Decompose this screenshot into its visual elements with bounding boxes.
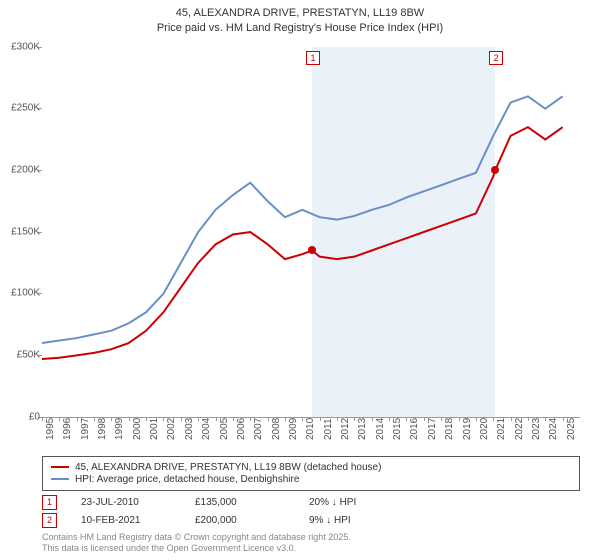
x-axis-label: 2002 [166,418,177,440]
x-axis-label: 2003 [184,418,195,440]
x-axis-label: 2008 [271,418,282,440]
legend-label: 45, ALEXANDRA DRIVE, PRESTATYN, LL19 8BW… [75,462,381,473]
event-marker-box: 2 [489,51,503,65]
x-axis-label: 2020 [479,418,490,440]
x-axis-label: 2024 [548,418,559,440]
x-axis-label: 1999 [114,418,125,440]
x-axis-label: 2011 [323,418,334,440]
footer-line2: This data is licensed under the Open Gov… [42,543,580,555]
event-date: 10-FEB-2021 [81,515,171,526]
event-dot [491,166,499,174]
x-axis-label: 2013 [357,418,368,440]
x-axis-label: 2006 [236,418,247,440]
x-axis-label: 1998 [97,418,108,440]
legend-row: HPI: Average price, detached house, Denb… [51,474,571,485]
y-axis-label: £300K [0,41,40,52]
x-axis-label: 1996 [62,418,73,440]
x-axis-label: 2007 [253,418,264,440]
line-chart: £0£50K£100K£150K£200K£250K£300K199519961… [42,47,580,418]
x-axis-label: 2005 [219,418,230,440]
x-axis-label: 2017 [427,418,438,440]
x-axis-label: 2016 [409,418,420,440]
x-axis-label: 2021 [496,418,507,440]
x-axis-label: 2012 [340,418,351,440]
legend: 45, ALEXANDRA DRIVE, PRESTATYN, LL19 8BW… [42,456,580,491]
event-number-box: 1 [42,495,57,510]
x-axis-label: 2009 [288,418,299,440]
event-date: 23-JUL-2010 [81,497,171,508]
y-axis-label: £0 [0,411,40,422]
x-axis-label: 2018 [444,418,455,440]
x-axis-label: 2019 [462,418,473,440]
event-delta: 9% ↓ HPI [309,515,399,526]
x-axis-label: 2000 [132,418,143,440]
footer-attribution: Contains HM Land Registry data © Crown c… [42,532,580,555]
x-axis-label: 2025 [566,418,577,440]
legend-swatch [51,466,69,468]
y-axis-label: £200K [0,165,40,176]
x-axis-label: 2022 [514,418,525,440]
event-price: £135,000 [195,497,285,508]
series-hpi [42,96,563,343]
x-axis-label: 2014 [375,418,386,440]
x-axis-label: 1997 [80,418,91,440]
y-axis-label: £250K [0,103,40,114]
y-axis-label: £150K [0,226,40,237]
series-price_paid [42,127,563,359]
legend-row: 45, ALEXANDRA DRIVE, PRESTATYN, LL19 8BW… [51,462,571,473]
chart-svg [42,47,580,417]
event-price: £200,000 [195,515,285,526]
event-marker-box: 1 [306,51,320,65]
y-axis-label: £100K [0,288,40,299]
x-axis-label: 2015 [392,418,403,440]
legend-swatch [51,478,69,480]
footer-line1: Contains HM Land Registry data © Crown c… [42,532,580,544]
title-line2: Price paid vs. HM Land Registry's House … [0,21,600,36]
x-axis-label: 2004 [201,418,212,440]
legend-label: HPI: Average price, detached house, Denb… [75,474,299,485]
chart-title: 45, ALEXANDRA DRIVE, PRESTATYN, LL19 8BW… [0,6,600,37]
event-row: 1 23-JUL-2010 £135,000 20% ↓ HPI [42,495,580,510]
event-delta: 20% ↓ HPI [309,497,399,508]
x-axis-label: 1995 [45,418,56,440]
title-line1: 45, ALEXANDRA DRIVE, PRESTATYN, LL19 8BW [0,6,600,21]
event-row: 2 10-FEB-2021 £200,000 9% ↓ HPI [42,513,580,528]
x-axis-label: 2023 [531,418,542,440]
y-axis-label: £50K [0,350,40,361]
event-table: 1 23-JUL-2010 £135,000 20% ↓ HPI 2 10-FEB-202… [42,495,580,528]
x-axis-label: 2001 [149,418,160,440]
event-dot [308,246,316,254]
event-number-box: 2 [42,513,57,528]
x-axis-label: 2010 [305,418,316,440]
